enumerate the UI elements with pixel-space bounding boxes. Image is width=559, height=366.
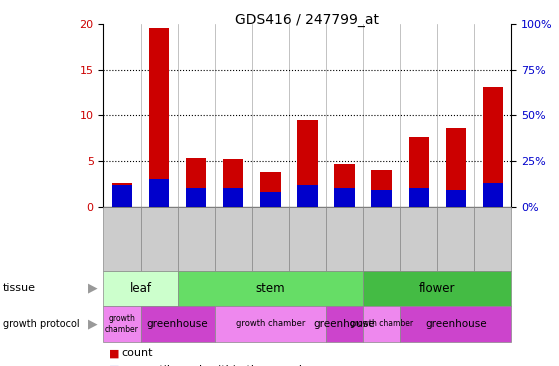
Bar (409, 188, 429, 207)
Bar (149, 28, 169, 207)
Bar (297, 120, 318, 207)
Text: ▶: ▶ (88, 317, 98, 330)
Text: ■: ■ (109, 348, 120, 358)
Bar (112, 185, 132, 207)
Bar (112, 183, 132, 207)
Bar (334, 164, 355, 207)
Bar (260, 172, 281, 207)
Bar (149, 179, 169, 207)
Bar (483, 87, 503, 207)
Bar (223, 159, 244, 207)
Bar (334, 188, 355, 207)
Text: percentile rank within the sample: percentile rank within the sample (121, 365, 309, 366)
Bar (297, 185, 318, 207)
Text: ▶: ▶ (88, 282, 98, 295)
Text: growth chamber: growth chamber (236, 320, 305, 328)
Text: count: count (121, 348, 153, 358)
Text: greenhouse: greenhouse (425, 319, 487, 329)
Bar (446, 128, 466, 207)
Text: greenhouse: greenhouse (314, 319, 375, 329)
Text: ■: ■ (109, 365, 120, 366)
Text: growth chamber: growth chamber (350, 320, 413, 328)
Text: flower: flower (419, 282, 456, 295)
Text: growth protocol: growth protocol (3, 319, 79, 329)
Text: stem: stem (255, 282, 285, 295)
Bar (260, 192, 281, 207)
Bar (186, 188, 206, 207)
Text: tissue: tissue (3, 283, 36, 293)
Bar (223, 188, 244, 207)
Bar (371, 170, 392, 207)
Bar (446, 190, 466, 207)
Text: leaf: leaf (130, 282, 151, 295)
Bar (186, 158, 206, 207)
Bar (409, 137, 429, 207)
Bar (371, 190, 392, 207)
Text: growth
chamber: growth chamber (105, 314, 139, 334)
Text: greenhouse: greenhouse (147, 319, 209, 329)
Bar (483, 183, 503, 207)
Text: GDS416 / 247799_at: GDS416 / 247799_at (235, 13, 380, 27)
